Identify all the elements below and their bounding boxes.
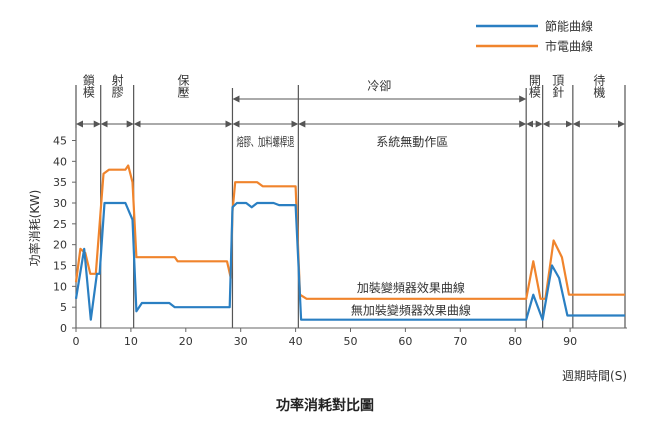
series-lines (74, 164, 625, 321)
x-tick-label: 80 (508, 335, 522, 348)
legend-label: 市電曲線 (545, 39, 593, 54)
y-tick-label: 45 (53, 135, 67, 148)
y-tick-label: 40 (53, 155, 67, 168)
series-line (74, 201, 625, 321)
x-tick-label: 90 (563, 335, 577, 348)
phase-label: 射膠 (110, 73, 124, 99)
y-tick-label: 5 (60, 301, 67, 314)
x-tick-label: 20 (179, 335, 193, 348)
x-tick-label: 50 (344, 335, 358, 348)
x-ticks: 0 10 20 30 40 50 60 70 80 90 (73, 328, 577, 348)
chart-title: 功率消耗對比圖 (276, 397, 374, 414)
y-tick-label: 10 (53, 280, 67, 293)
phase-label: 保壓 (176, 74, 190, 98)
y-tick-label: 15 (53, 260, 67, 273)
phase-label: 鎖模 (81, 73, 95, 98)
x-tick-label: 0 (73, 335, 80, 348)
phase-label: 冷卻 (367, 79, 391, 93)
x-tick-label: 60 (398, 335, 412, 348)
phase-label: 系統無動作區 (376, 134, 448, 149)
phase-label: 開模 (527, 74, 541, 98)
phase-label: 頂針 (551, 74, 565, 98)
y-tick-label: 20 (53, 239, 67, 252)
x-tick-label: 30 (234, 335, 248, 348)
series-inline-label-saving: 無加裝變頻器效果曲線 (351, 303, 471, 318)
y-tick-label: 0 (60, 322, 67, 335)
phase-label: 待機 (592, 74, 606, 98)
phase-label: 熔膠、加料螺桿退 (236, 134, 294, 149)
series-inline-label-mains: 加裝變頻器效果曲線 (357, 280, 465, 295)
y-tick-label: 25 (53, 218, 67, 231)
x-tick-label: 70 (453, 335, 467, 348)
x-tick-label: 40 (289, 335, 303, 348)
legend-label: 節能曲線 (545, 19, 593, 34)
x-tick-label: 10 (124, 335, 138, 348)
y-ticks: 0 5 10 15 20 25 30 35 40 45 (53, 135, 76, 335)
y-tick-label: 35 (53, 176, 67, 189)
y-axis-label: 功率消耗(KW) (27, 190, 42, 267)
x-axis-label: 週期時間(S) (562, 369, 627, 383)
y-tick-label: 30 (53, 197, 67, 210)
